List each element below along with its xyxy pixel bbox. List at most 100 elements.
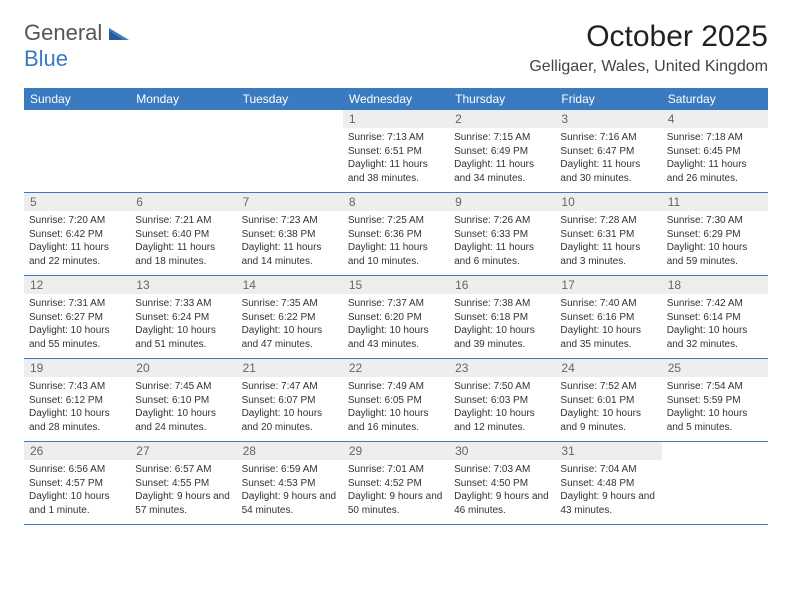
day-number: 25 bbox=[662, 359, 768, 377]
daylight-text: Daylight: 11 hours and 6 minutes. bbox=[454, 241, 550, 268]
day-details: Sunrise: 7:45 AMSunset: 6:10 PMDaylight:… bbox=[130, 377, 236, 441]
daylight-text: Daylight: 10 hours and 43 minutes. bbox=[348, 324, 444, 351]
sunset-text: Sunset: 6:40 PM bbox=[135, 228, 231, 242]
day-cell: 2Sunrise: 7:15 AMSunset: 6:49 PMDaylight… bbox=[449, 110, 555, 193]
day-details: Sunrise: 7:30 AMSunset: 6:29 PMDaylight:… bbox=[662, 211, 768, 275]
sunset-text: Sunset: 4:53 PM bbox=[242, 477, 338, 491]
day-details: Sunrise: 7:43 AMSunset: 6:12 PMDaylight:… bbox=[24, 377, 130, 441]
sunset-text: Sunset: 6:20 PM bbox=[348, 311, 444, 325]
day-details: Sunrise: 7:38 AMSunset: 6:18 PMDaylight:… bbox=[449, 294, 555, 358]
sunset-text: Sunset: 6:18 PM bbox=[454, 311, 550, 325]
day-cell: 9Sunrise: 7:26 AMSunset: 6:33 PMDaylight… bbox=[449, 193, 555, 276]
sunset-text: Sunset: 6:14 PM bbox=[667, 311, 763, 325]
weekday-header: Saturday bbox=[662, 88, 768, 110]
sunset-text: Sunset: 6:51 PM bbox=[348, 145, 444, 159]
sunrise-text: Sunrise: 7:23 AM bbox=[242, 214, 338, 228]
day-cell: 1 Sunrise: 7:13 AMSunset: 6:51 PMDaylight… bbox=[343, 110, 449, 193]
day-details: Sunrise: 6:57 AMSunset: 4:55 PMDaylight:… bbox=[130, 460, 236, 524]
day-number: 8 bbox=[343, 193, 449, 211]
day-cell: 10Sunrise: 7:28 AMSunset: 6:31 PMDayligh… bbox=[555, 193, 661, 276]
daylight-text: Daylight: 9 hours and 50 minutes. bbox=[348, 490, 444, 517]
day-cell: 18Sunrise: 7:42 AMSunset: 6:14 PMDayligh… bbox=[662, 276, 768, 359]
day-details: Sunrise: 7:37 AMSunset: 6:20 PMDaylight:… bbox=[343, 294, 449, 358]
daylight-text: Daylight: 10 hours and 55 minutes. bbox=[29, 324, 125, 351]
day-cell: . bbox=[130, 110, 236, 193]
daylight-text: Daylight: 10 hours and 5 minutes. bbox=[667, 407, 763, 434]
sunset-text: Sunset: 6:16 PM bbox=[560, 311, 656, 325]
weekday-header: Tuesday bbox=[237, 88, 343, 110]
sunset-text: Sunset: 6:27 PM bbox=[29, 311, 125, 325]
location-text: Gelligaer, Wales, United Kingdom bbox=[529, 58, 768, 76]
sunrise-text: Sunrise: 7:42 AM bbox=[667, 297, 763, 311]
sunrise-text: Sunrise: 6:56 AM bbox=[29, 463, 125, 477]
sunrise-text: Sunrise: 7:47 AM bbox=[242, 380, 338, 394]
day-number: 1 bbox=[343, 110, 449, 128]
daylight-text: Daylight: 11 hours and 22 minutes. bbox=[29, 241, 125, 268]
week-row: 19Sunrise: 7:43 AMSunset: 6:12 PMDayligh… bbox=[24, 359, 768, 442]
sunset-text: Sunset: 6:31 PM bbox=[560, 228, 656, 242]
day-number: 30 bbox=[449, 442, 555, 460]
day-details: Sunrise: 7:35 AMSunset: 6:22 PMDaylight:… bbox=[237, 294, 343, 358]
day-cell: 19Sunrise: 7:43 AMSunset: 6:12 PMDayligh… bbox=[24, 359, 130, 442]
sunrise-text: Sunrise: 6:57 AM bbox=[135, 463, 231, 477]
day-cell: 13Sunrise: 7:33 AMSunset: 6:24 PMDayligh… bbox=[130, 276, 236, 359]
sunrise-text: Sunrise: 7:13 AM bbox=[348, 131, 444, 145]
sunrise-text: Sunrise: 7:21 AM bbox=[135, 214, 231, 228]
day-number: 7 bbox=[237, 193, 343, 211]
daylight-text: Daylight: 10 hours and 35 minutes. bbox=[560, 324, 656, 351]
header: General Blue October 2025 Gelligaer, Wal… bbox=[24, 20, 768, 76]
logo-text: General Blue bbox=[24, 20, 129, 72]
sunset-text: Sunset: 6:07 PM bbox=[242, 394, 338, 408]
day-number: 14 bbox=[237, 276, 343, 294]
sunset-text: Sunset: 4:52 PM bbox=[348, 477, 444, 491]
sunset-text: Sunset: 4:50 PM bbox=[454, 477, 550, 491]
logo-general: General bbox=[24, 20, 102, 45]
sunset-text: Sunset: 6:10 PM bbox=[135, 394, 231, 408]
daylight-text: Daylight: 10 hours and 20 minutes. bbox=[242, 407, 338, 434]
day-cell: . bbox=[237, 110, 343, 193]
daylight-text: Daylight: 9 hours and 46 minutes. bbox=[454, 490, 550, 517]
day-cell: 20Sunrise: 7:45 AMSunset: 6:10 PMDayligh… bbox=[130, 359, 236, 442]
daylight-text: Daylight: 10 hours and 59 minutes. bbox=[667, 241, 763, 268]
day-details: Sunrise: 7:18 AMSunset: 6:45 PMDaylight:… bbox=[662, 128, 768, 192]
day-number: 22 bbox=[343, 359, 449, 377]
day-cell: 8Sunrise: 7:25 AMSunset: 6:36 PMDaylight… bbox=[343, 193, 449, 276]
weekday-header: Wednesday bbox=[343, 88, 449, 110]
daylight-text: Daylight: 11 hours and 38 minutes. bbox=[348, 158, 444, 185]
day-details: Sunrise: 7:23 AMSunset: 6:38 PMDaylight:… bbox=[237, 211, 343, 275]
day-cell: 17 Sunrise: 7:40 AMSunset: 6:16 PMDayligh… bbox=[555, 276, 661, 359]
sunrise-text: Sunrise: 7:04 AM bbox=[560, 463, 656, 477]
daylight-text: Daylight: 10 hours and 51 minutes. bbox=[135, 324, 231, 351]
sunset-text: Sunset: 4:48 PM bbox=[560, 477, 656, 491]
sunrise-text: Sunrise: 7:28 AM bbox=[560, 214, 656, 228]
sunrise-text: Sunrise: 7:40 AM bbox=[560, 297, 656, 311]
day-details: Sunrise: 7:15 AMSunset: 6:49 PMDaylight:… bbox=[449, 128, 555, 192]
day-cell: 16Sunrise: 7:38 AMSunset: 6:18 PMDayligh… bbox=[449, 276, 555, 359]
daylight-text: Daylight: 9 hours and 57 minutes. bbox=[135, 490, 231, 517]
day-details: Sunrise: 7:47 AMSunset: 6:07 PMDaylight:… bbox=[237, 377, 343, 441]
daylight-text: Daylight: 9 hours and 54 minutes. bbox=[242, 490, 338, 517]
day-number: 31 bbox=[555, 442, 661, 460]
sunset-text: Sunset: 6:47 PM bbox=[560, 145, 656, 159]
week-row: 26Sunrise: 6:56 AMSunset: 4:57 PMDayligh… bbox=[24, 442, 768, 525]
day-details: Sunrise: 7:42 AMSunset: 6:14 PMDaylight:… bbox=[662, 294, 768, 358]
day-number: 15 bbox=[343, 276, 449, 294]
day-cell: 14Sunrise: 7:35 AMSunset: 6:22 PMDayligh… bbox=[237, 276, 343, 359]
day-details: Sunrise: 7:49 AMSunset: 6:05 PMDaylight:… bbox=[343, 377, 449, 441]
week-row: 12Sunrise: 7:31 AMSunset: 6:27 PMDayligh… bbox=[24, 276, 768, 359]
day-cell: 12Sunrise: 7:31 AMSunset: 6:27 PMDayligh… bbox=[24, 276, 130, 359]
day-number: 17 bbox=[555, 276, 661, 294]
day-details: Sunrise: 7:50 AMSunset: 6:03 PMDaylight:… bbox=[449, 377, 555, 441]
daylight-text: Daylight: 10 hours and 9 minutes. bbox=[560, 407, 656, 434]
day-cell: 22Sunrise: 7:49 AMSunset: 6:05 PMDayligh… bbox=[343, 359, 449, 442]
day-cell: 5Sunrise: 7:20 AMSunset: 6:42 PMDaylight… bbox=[24, 193, 130, 276]
daylight-text: Daylight: 11 hours and 30 minutes. bbox=[560, 158, 656, 185]
day-number: 10 bbox=[555, 193, 661, 211]
day-details: Sunrise: 7:03 AMSunset: 4:50 PMDaylight:… bbox=[449, 460, 555, 524]
sunrise-text: Sunrise: 7:31 AM bbox=[29, 297, 125, 311]
sunrise-text: Sunrise: 6:59 AM bbox=[242, 463, 338, 477]
sunset-text: Sunset: 6:38 PM bbox=[242, 228, 338, 242]
sunset-text: Sunset: 6:05 PM bbox=[348, 394, 444, 408]
sunrise-text: Sunrise: 7:52 AM bbox=[560, 380, 656, 394]
day-details: Sunrise: 7:28 AMSunset: 6:31 PMDaylight:… bbox=[555, 211, 661, 275]
